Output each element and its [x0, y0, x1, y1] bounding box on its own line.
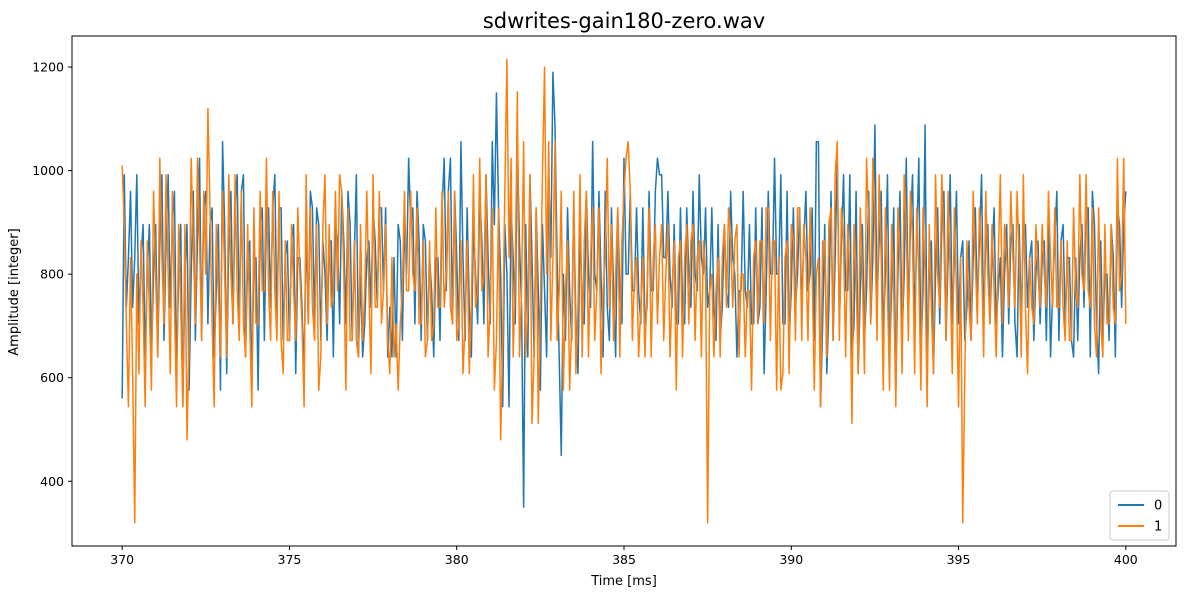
legend-label-0: 0: [1154, 499, 1162, 514]
y-tick-label: 400: [40, 474, 64, 489]
x-axis-label: Time [ms]: [590, 574, 657, 589]
x-tick-label: 385: [612, 552, 636, 567]
axes-layer: 370 375 380 385 390 395 400 400 600 800 1000 1200: [32, 35, 1177, 567]
y-tick-label: 1000: [32, 163, 64, 178]
y-tick-label: 1200: [32, 60, 64, 75]
y-axis-label: Amplitude [integer]: [7, 228, 22, 355]
x-tick-label: 375: [278, 552, 302, 567]
legend-label-1: 1: [1154, 520, 1162, 535]
x-tick-label: 400: [1114, 552, 1138, 567]
x-tick-label: 370: [110, 552, 134, 567]
x-tick-label: 395: [947, 552, 971, 567]
legend: 01: [1109, 490, 1170, 541]
x-tick-label: 390: [779, 552, 803, 567]
chart-title: sdwrites-gain180-zero.wav: [483, 9, 765, 33]
y-tick-label: 800: [40, 267, 64, 282]
y-tick-label: 600: [40, 370, 64, 385]
series-line-1: [121, 58, 1127, 524]
legend-box: [1109, 490, 1170, 541]
x-tick-label: 380: [445, 552, 469, 567]
series-layer: [121, 58, 1127, 524]
